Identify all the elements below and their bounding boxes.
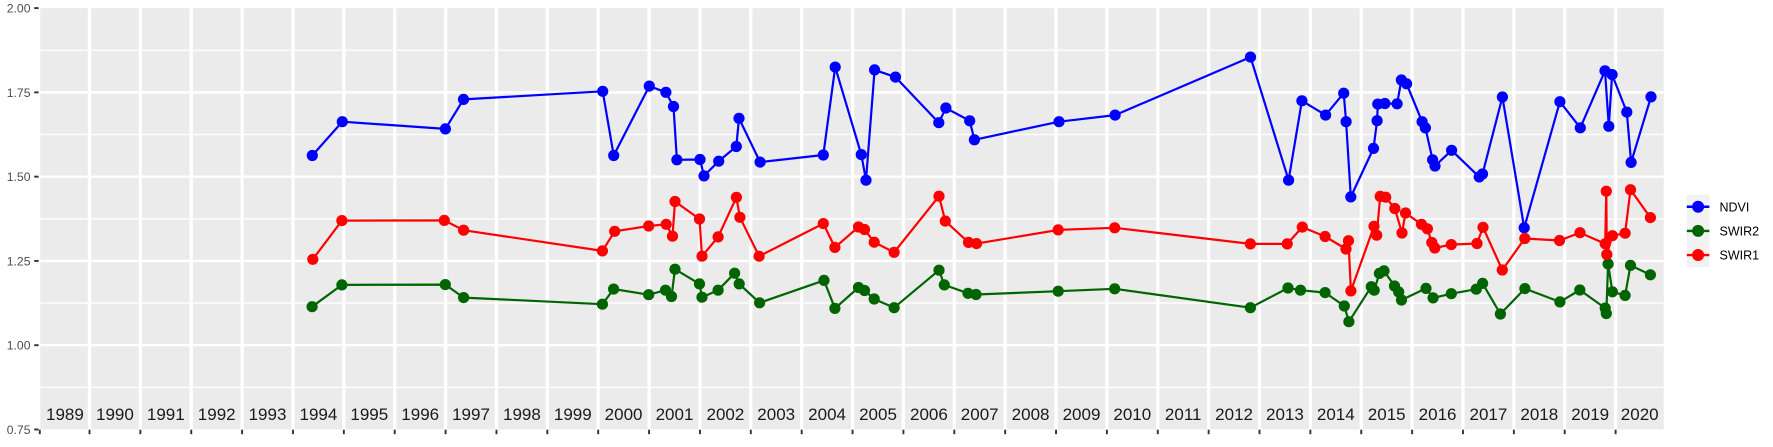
svg-text:1.50: 1.50 [7,170,31,184]
svg-text:2020: 2020 [1621,405,1659,424]
svg-text:1999: 1999 [554,405,592,424]
svg-text:2010: 2010 [1113,405,1151,424]
svg-text:NDVI: NDVI [1720,200,1750,214]
svg-text:SWIR1: SWIR1 [1720,249,1760,263]
svg-text:2011: 2011 [1165,405,1202,424]
svg-text:2015: 2015 [1368,405,1406,424]
svg-text:2000: 2000 [605,405,643,424]
svg-text:2008: 2008 [1012,405,1050,424]
svg-text:2016: 2016 [1419,405,1457,424]
svg-text:0.75: 0.75 [7,423,31,437]
svg-text:2003: 2003 [757,405,795,424]
svg-text:1998: 1998 [503,405,541,424]
svg-text:1989: 1989 [46,405,84,424]
svg-text:1997: 1997 [452,405,490,424]
svg-text:SWIR2: SWIR2 [1720,224,1760,238]
svg-text:1991: 1991 [147,405,185,424]
svg-text:1995: 1995 [350,405,388,424]
svg-text:2018: 2018 [1520,405,1558,424]
svg-text:2009: 2009 [1063,405,1101,424]
svg-text:2014: 2014 [1317,405,1355,424]
svg-text:1993: 1993 [249,405,287,424]
svg-text:2012: 2012 [1215,405,1253,424]
svg-text:1.25: 1.25 [7,254,31,268]
svg-text:1.00: 1.00 [7,339,31,353]
svg-text:1990: 1990 [96,405,134,424]
svg-text:2013: 2013 [1266,405,1304,424]
svg-text:2002: 2002 [706,405,744,424]
svg-text:1.75: 1.75 [7,86,31,100]
svg-text:2019: 2019 [1571,405,1609,424]
svg-text:2007: 2007 [961,405,999,424]
svg-text:1996: 1996 [401,405,439,424]
svg-text:2001: 2001 [656,405,694,424]
svg-text:2.00: 2.00 [7,2,31,16]
svg-text:1992: 1992 [198,405,236,424]
svg-text:2017: 2017 [1469,405,1507,424]
svg-text:2006: 2006 [910,405,948,424]
svg-text:1994: 1994 [299,405,337,424]
svg-text:2004: 2004 [808,405,846,424]
svg-text:2005: 2005 [859,405,897,424]
